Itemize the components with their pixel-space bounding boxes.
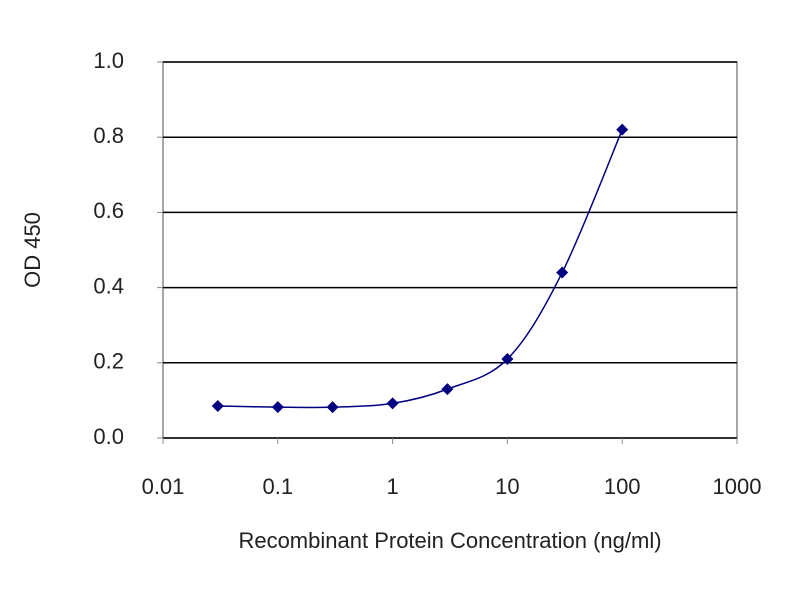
data-point xyxy=(556,266,569,279)
data-point xyxy=(441,383,454,396)
data-point xyxy=(386,397,399,410)
x-axis-title: Recombinant Protein Concentration (ng/ml… xyxy=(238,528,661,553)
data-point xyxy=(501,353,514,366)
x-tick-label: 1000 xyxy=(713,474,762,499)
x-tick-label: 1 xyxy=(386,474,398,499)
plot-area xyxy=(162,61,738,439)
y-tick-label: 0.8 xyxy=(93,123,124,148)
data-point xyxy=(616,123,629,136)
y-tick-label: 0.0 xyxy=(93,424,124,449)
data-point xyxy=(326,401,339,414)
data-point xyxy=(211,400,224,413)
y-tick-label: 0.6 xyxy=(93,198,124,223)
x-tick-label: 100 xyxy=(604,474,641,499)
data-point xyxy=(271,401,284,414)
x-tick-label: 0.01 xyxy=(142,474,185,499)
x-tick-label: 0.1 xyxy=(263,474,294,499)
y-tick-label: 0.2 xyxy=(93,349,124,374)
y-tick-label: 0.4 xyxy=(93,273,124,298)
y-axis-title: OD 450 xyxy=(20,212,45,288)
y-tick-label: 1.0 xyxy=(93,48,124,73)
x-tick-label: 10 xyxy=(495,474,519,499)
